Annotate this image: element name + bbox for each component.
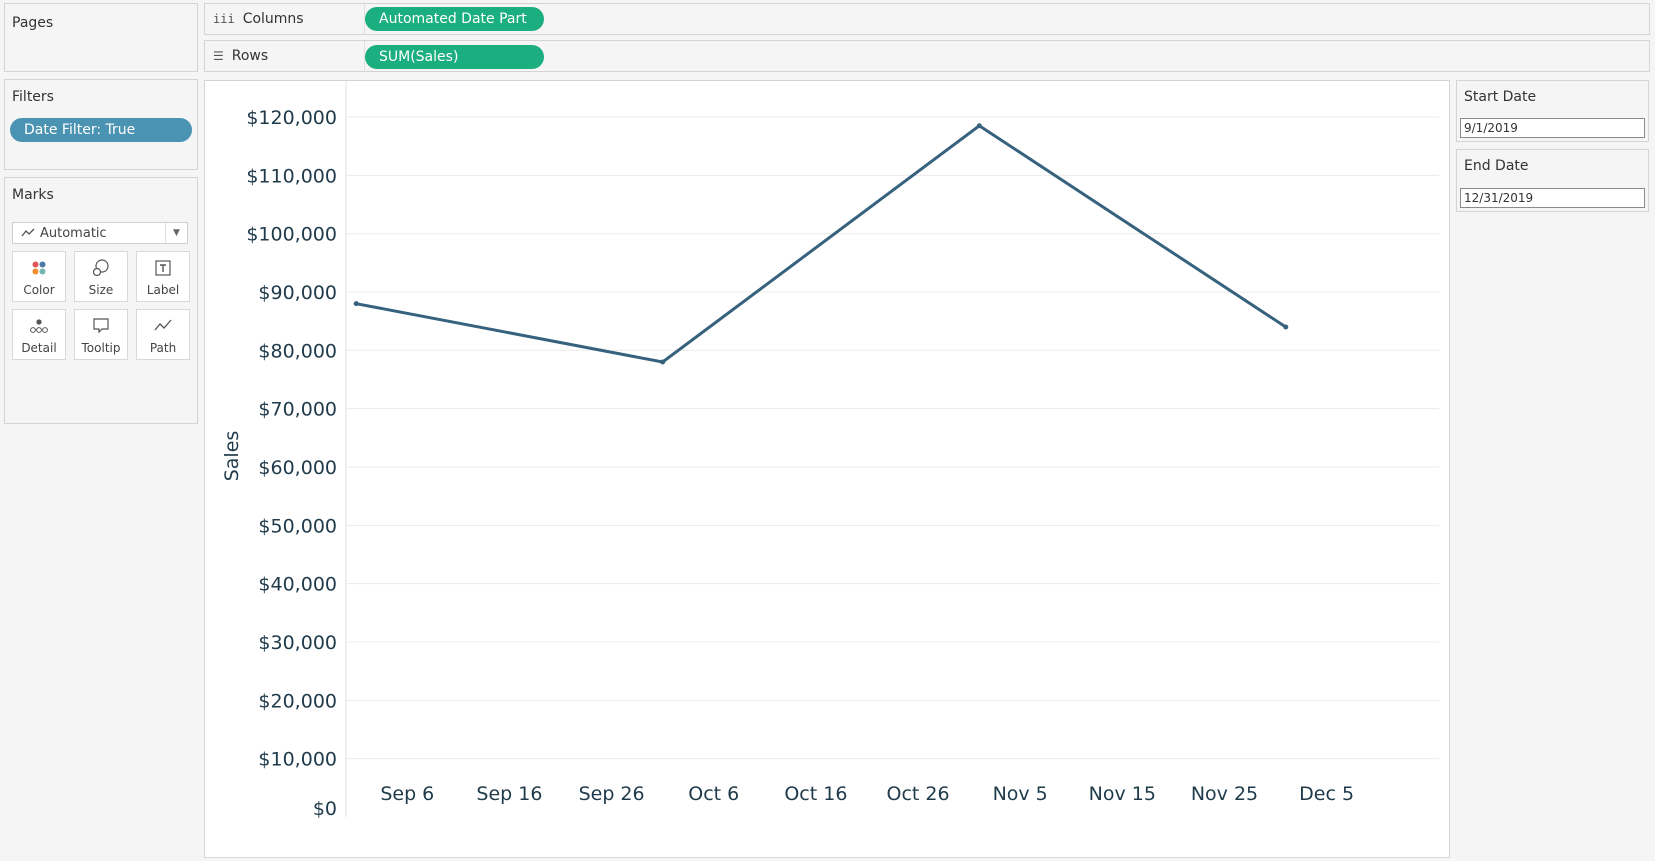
tooltip-label: Tooltip bbox=[81, 341, 121, 355]
path-label: Path bbox=[149, 341, 177, 355]
y-axis-ticks: $0 $10,000 $20,000 $30,000 $40,000 $50,000 $60… bbox=[246, 107, 337, 820]
y-axis-title: Sales bbox=[221, 431, 243, 482]
y-tick-label: $80,000 bbox=[258, 340, 337, 362]
data-point[interactable] bbox=[976, 123, 982, 129]
filters-title: Filters bbox=[12, 89, 54, 105]
rows-icon: ☰ bbox=[213, 49, 224, 63]
end-date-title: End Date bbox=[1464, 158, 1529, 174]
data-point[interactable] bbox=[660, 359, 666, 365]
date-filter-pill[interactable]: Date Filter: True bbox=[10, 118, 192, 142]
x-tick-label: Nov 25 bbox=[1191, 783, 1258, 805]
size-icon bbox=[75, 258, 127, 278]
y-tick-label: $40,000 bbox=[258, 574, 337, 596]
x-tick-label: Oct 26 bbox=[886, 783, 949, 805]
path-button[interactable]: Path bbox=[136, 309, 190, 360]
size-button[interactable]: Size bbox=[74, 251, 128, 302]
end-date-parameter[interactable]: End Date 12/31/2019 bbox=[1456, 149, 1649, 212]
x-tick-label: Sep 16 bbox=[476, 783, 542, 805]
columns-shelf[interactable]: iii Columns Automated Date Part bbox=[204, 3, 1650, 35]
label-icon bbox=[137, 258, 189, 278]
detail-icon bbox=[13, 316, 65, 336]
mark-type-dropdown[interactable]: Automatic ▼ bbox=[12, 222, 188, 244]
end-date-input[interactable]: 12/31/2019 bbox=[1460, 188, 1645, 208]
label-label: Label bbox=[146, 283, 180, 297]
y-tick-label: $90,000 bbox=[258, 282, 337, 304]
start-date-input[interactable]: 9/1/2019 bbox=[1460, 118, 1645, 138]
start-date-parameter[interactable]: Start Date 9/1/2019 bbox=[1456, 80, 1649, 142]
y-tick-label: $70,000 bbox=[258, 399, 337, 421]
rows-label: Rows bbox=[231, 48, 269, 64]
x-tick-label: Oct 6 bbox=[688, 783, 739, 805]
label-button[interactable]: Label bbox=[136, 251, 190, 302]
color-icon bbox=[13, 258, 65, 278]
gridlines bbox=[346, 116, 1439, 760]
color-label: Color bbox=[23, 283, 55, 297]
x-tick-label: Dec 5 bbox=[1299, 783, 1354, 805]
data-point[interactable] bbox=[353, 301, 359, 307]
rows-shelf[interactable]: ☰ Rows SUM(Sales) bbox=[204, 40, 1650, 72]
start-date-title: Start Date bbox=[1464, 89, 1537, 105]
data-point[interactable] bbox=[1283, 324, 1289, 330]
columns-icon: iii bbox=[213, 12, 235, 26]
path-icon bbox=[137, 316, 189, 336]
filters-panel[interactable]: Filters Date Filter: True bbox=[4, 79, 198, 170]
pages-title: Pages bbox=[12, 15, 54, 31]
rows-pill[interactable]: SUM(Sales) bbox=[365, 45, 544, 69]
chart-area[interactable]: $0 $10,000 $20,000 $30,000 $40,000 $50,000 $60… bbox=[204, 80, 1450, 858]
y-tick-label: $110,000 bbox=[246, 165, 337, 187]
y-tick-label: $10,000 bbox=[258, 749, 337, 771]
columns-label: Columns bbox=[242, 11, 304, 27]
tooltip-icon bbox=[75, 316, 127, 336]
size-label: Size bbox=[88, 283, 114, 297]
x-tick-label: Sep 26 bbox=[579, 783, 645, 805]
x-tick-label: Nov 15 bbox=[1089, 783, 1156, 805]
y-tick-label: $30,000 bbox=[258, 632, 337, 654]
chevron-down-icon[interactable]: ▼ bbox=[165, 223, 187, 243]
color-button[interactable]: Color bbox=[12, 251, 66, 302]
detail-label: Detail bbox=[21, 341, 57, 355]
line-mark-icon bbox=[21, 228, 35, 237]
columns-shelf-label: iii Columns bbox=[205, 4, 365, 34]
detail-button[interactable]: Detail bbox=[12, 309, 66, 360]
x-tick-label: Oct 16 bbox=[784, 783, 847, 805]
sales-line[interactable] bbox=[355, 123, 1287, 364]
y-tick-label: $50,000 bbox=[258, 515, 337, 537]
marks-title: Marks bbox=[12, 187, 54, 203]
columns-pill[interactable]: Automated Date Part bbox=[365, 7, 544, 31]
sales-line-chart[interactable]: $0 $10,000 $20,000 $30,000 $40,000 $50,000 $60… bbox=[205, 81, 1449, 857]
y-tick-label: $20,000 bbox=[258, 690, 337, 712]
tooltip-button[interactable]: Tooltip bbox=[74, 309, 128, 360]
x-tick-label: Nov 5 bbox=[993, 783, 1048, 805]
y-tick-label: $120,000 bbox=[246, 107, 337, 129]
y-tick-label: $100,000 bbox=[246, 224, 337, 246]
y-tick-label: $0 bbox=[313, 798, 337, 820]
x-axis-ticks: Sep 6 Sep 16 Sep 26 Oct 6 Oct 16 Oct 26 Nov 5 N… bbox=[380, 783, 1354, 805]
marks-panel[interactable]: Marks Automatic ▼ Color Size bbox=[4, 177, 198, 424]
mark-type-label: Automatic bbox=[40, 225, 107, 241]
rows-shelf-label: ☰ Rows bbox=[205, 41, 365, 71]
y-tick-label: $60,000 bbox=[258, 457, 337, 479]
pages-panel[interactable]: Pages bbox=[4, 3, 198, 72]
x-tick-label: Sep 6 bbox=[380, 783, 434, 805]
series-line[interactable] bbox=[353, 123, 1289, 365]
